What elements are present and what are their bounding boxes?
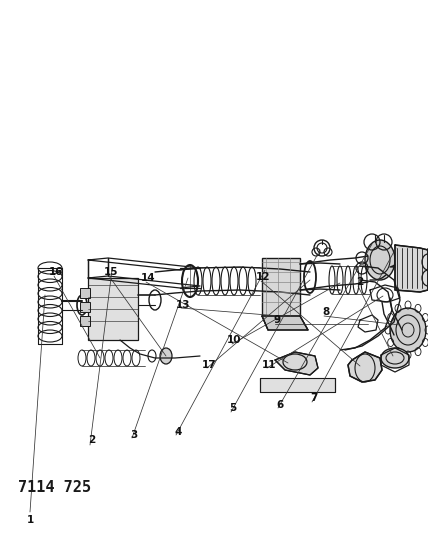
Text: 17: 17 <box>202 360 216 370</box>
Bar <box>262 258 300 316</box>
Text: 2: 2 <box>88 435 95 445</box>
Text: 4: 4 <box>174 427 182 437</box>
Ellipse shape <box>422 254 428 270</box>
Ellipse shape <box>160 348 172 364</box>
Text: 3: 3 <box>131 430 138 440</box>
Text: 6: 6 <box>276 400 284 410</box>
Ellipse shape <box>381 348 409 368</box>
Polygon shape <box>348 352 382 382</box>
Polygon shape <box>275 352 318 375</box>
Text: 7: 7 <box>310 393 318 403</box>
Ellipse shape <box>422 270 428 286</box>
Text: 14: 14 <box>141 273 155 283</box>
Text: 13: 13 <box>176 300 190 310</box>
Bar <box>80 302 90 312</box>
Bar <box>260 378 335 392</box>
Ellipse shape <box>390 308 426 352</box>
Polygon shape <box>395 245 428 292</box>
Text: 10: 10 <box>227 335 241 345</box>
Text: 12: 12 <box>256 272 270 282</box>
Bar <box>88 278 138 340</box>
Bar <box>80 316 90 326</box>
Text: 15: 15 <box>104 267 118 277</box>
Text: 2: 2 <box>357 277 364 287</box>
Text: 1: 1 <box>27 515 34 525</box>
Polygon shape <box>262 316 308 330</box>
Text: 8: 8 <box>322 307 330 317</box>
Text: 16: 16 <box>49 267 63 277</box>
Text: 5: 5 <box>229 403 237 413</box>
Ellipse shape <box>365 240 395 280</box>
Text: 9: 9 <box>273 315 281 325</box>
Bar <box>80 288 90 298</box>
Text: 7114 725: 7114 725 <box>18 480 91 495</box>
Text: 11: 11 <box>262 360 276 370</box>
